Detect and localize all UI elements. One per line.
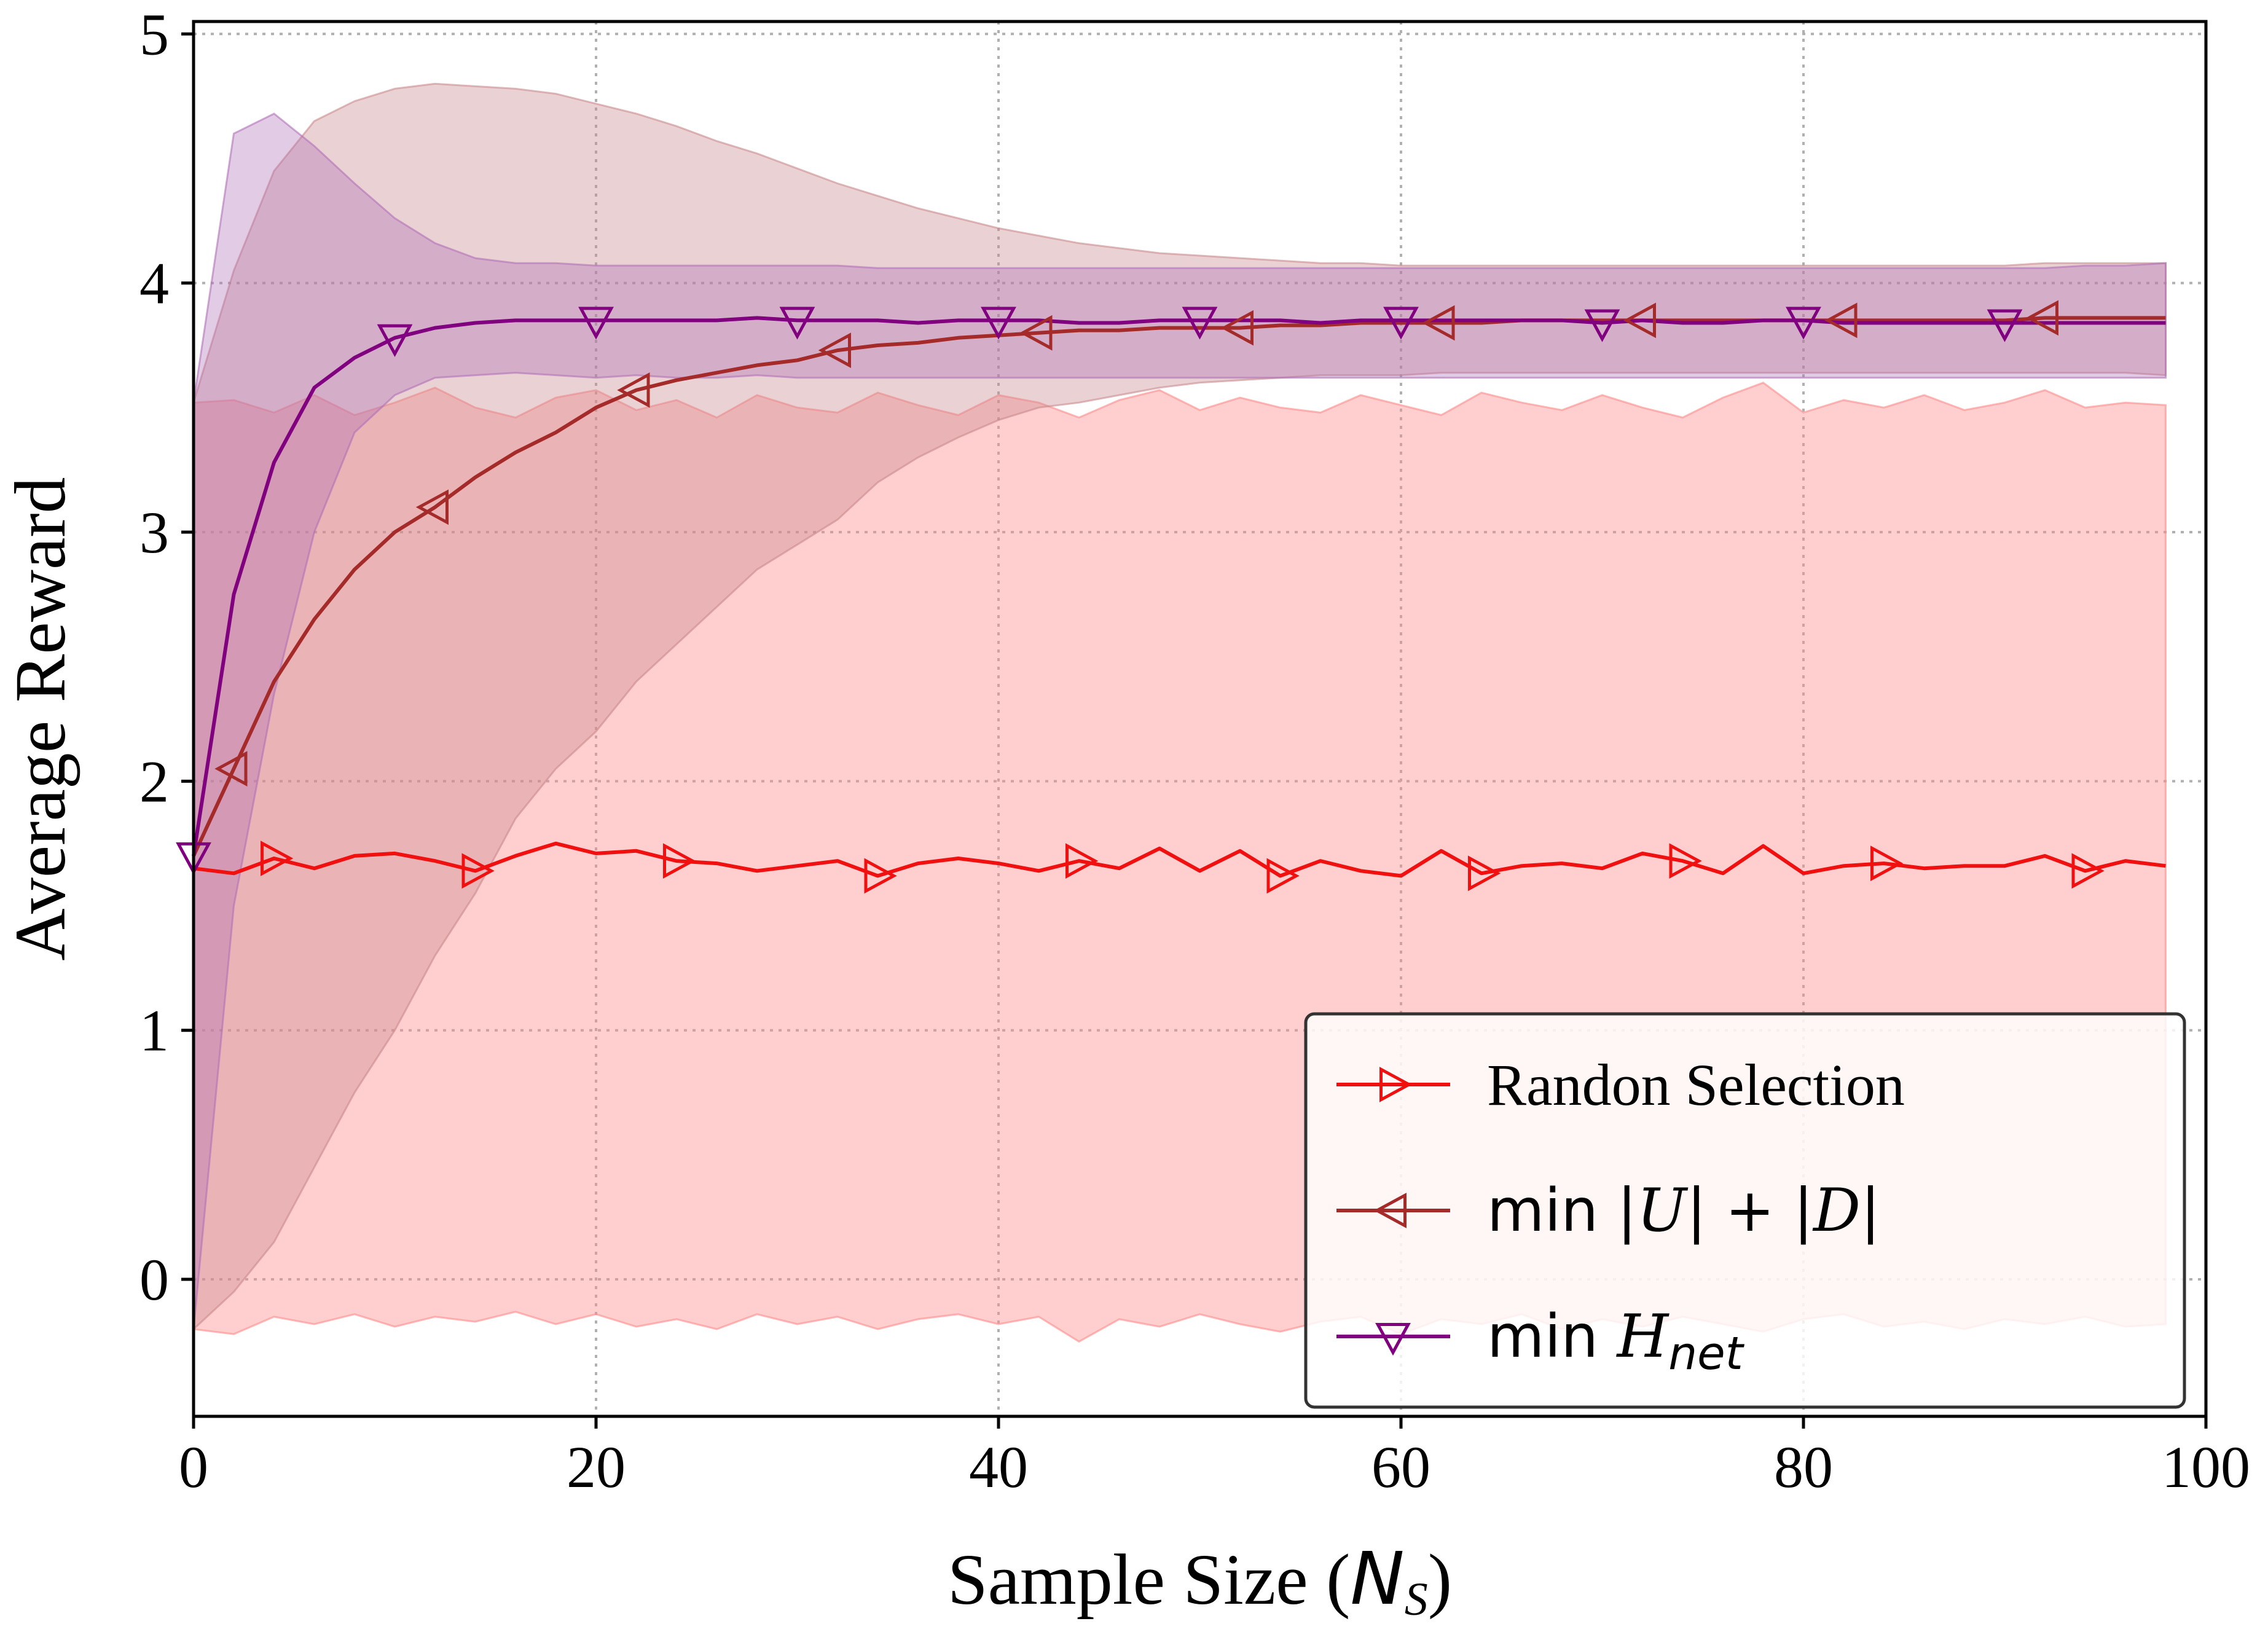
legend-label-part: D: [1812, 1176, 1861, 1245]
series-marker-2: [1182, 307, 1218, 340]
series-marker-2: [1383, 307, 1419, 340]
series-marker-0: [663, 843, 696, 879]
series-marker-2: [981, 307, 1016, 340]
series-marker-2: [1584, 309, 1620, 342]
x-tick-label: 40: [969, 1434, 1028, 1500]
plot-frame: [192, 20, 2208, 1418]
legend-label: min Hnet: [1487, 1302, 1745, 1380]
legend-item-0: Randon Selection: [1336, 1052, 1905, 1118]
x-tick-label: 60: [1371, 1434, 1430, 1500]
x-axis-title: Sample Size (NS): [948, 1536, 1452, 1625]
x-tick-label: 100: [2162, 1434, 2250, 1500]
y-tick-label: 3: [139, 500, 169, 565]
legend-item-1: min |U| + |D|: [1336, 1176, 1880, 1246]
y-tick-label: 0: [139, 1247, 169, 1312]
x-tick-label: 20: [567, 1434, 626, 1500]
x-axis-title-sub: S: [1405, 1574, 1428, 1625]
series-marker-0: [261, 841, 294, 876]
x-axis-title-suffix: ): [1428, 1539, 1452, 1620]
legend-item-2: min Hnet: [1336, 1302, 1745, 1380]
x-tick-label: 80: [1774, 1434, 1833, 1500]
series-marker-1: [1623, 302, 1656, 339]
series-markers: [176, 300, 2105, 894]
series-marker-0: [461, 853, 495, 889]
y-tick-label: 5: [139, 1, 169, 67]
y-axis-title: Average Reward: [0, 477, 80, 960]
legend-label-part: net: [1668, 1327, 1744, 1380]
legend-swatch-marker: [1373, 1193, 1407, 1228]
y-tick-label: 4: [139, 251, 169, 316]
legend-label-part: H: [1616, 1302, 1670, 1371]
series-marker-1: [415, 489, 449, 525]
series-line-2: [192, 316, 2166, 857]
x-axis-title-prefix: Sample Size (: [948, 1539, 1350, 1620]
series-marker-2: [1786, 307, 1821, 340]
series-marker-1: [1824, 302, 1858, 339]
series-line-0: [193, 841, 2166, 878]
series-marker-1: [1220, 310, 1254, 346]
axis-ticks: 0 20 40 60 80 100 0 1 2 3 4 5: [139, 1, 2250, 1500]
legend-label-part: U: [1637, 1176, 1689, 1245]
series-marker-2: [779, 307, 815, 340]
series-marker-0: [864, 858, 897, 894]
y-tick-label: 2: [139, 748, 169, 814]
y-tick-label: 1: [139, 998, 169, 1064]
legend-label-part: min |: [1487, 1176, 1637, 1246]
legend: Randon Selection min |U| + |D| min Hnet: [1304, 1012, 2186, 1409]
series-marker-2: [377, 324, 413, 358]
series-marker-0: [1870, 846, 1904, 882]
series-marker-2: [578, 307, 614, 340]
series-marker-0: [2071, 853, 2105, 889]
legend-label: Randon Selection: [1487, 1052, 1905, 1118]
series-marker-0: [1266, 858, 1300, 894]
x-axis-title-var: N: [1350, 1536, 1404, 1621]
series-line-1: [192, 316, 2166, 857]
confidence-band-2: [192, 112, 2167, 1330]
series-marker-0: [1468, 855, 1501, 892]
legend-label-part: min: [1487, 1302, 1617, 1371]
legend-label-part: | + |: [1687, 1176, 1813, 1246]
series-marker-1: [2025, 300, 2058, 336]
legend-label: min |U| + |D|: [1487, 1176, 1880, 1246]
series-marker-1: [818, 332, 851, 369]
series-lines: [192, 316, 2166, 878]
legend-swatch-marker: [1379, 1067, 1413, 1102]
x-tick-label: 0: [179, 1434, 208, 1500]
legend-swatch-marker: [1375, 1323, 1411, 1356]
series-marker-1: [617, 372, 650, 408]
series-marker-0: [1669, 843, 1702, 879]
series-marker-2: [1987, 309, 2023, 342]
series-marker-1: [214, 751, 248, 787]
series-marker-1: [1422, 305, 1455, 341]
series-marker-1: [1019, 315, 1053, 351]
series-marker-0: [1065, 843, 1099, 879]
legend-label-part: |: [1861, 1176, 1880, 1246]
legend-box: [1304, 1012, 2186, 1409]
